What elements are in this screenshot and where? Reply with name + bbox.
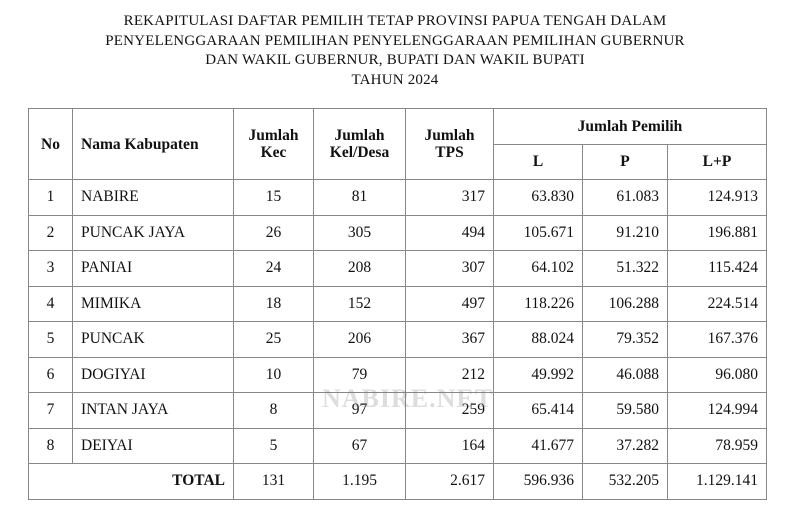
cell: 41.677 [493,427,583,464]
table-row: 1 NABIRE 15 81 317 63.830 61.083 124.913 [28,179,767,216]
table-row: 4 MIMIKA 18 152 497 118.226 106.288 224.514 [28,285,767,322]
column-header: Jumlah Kel/Desa [313,108,406,180]
cell: 79 [313,356,406,393]
cell: 106.288 [582,285,668,322]
cell: 6 [28,356,73,393]
cell: 131 [233,463,314,500]
cell: 1.129.141 [667,463,767,500]
cell: 224.514 [667,285,767,322]
cell: 81 [313,179,406,216]
cell: 7 [28,392,73,429]
cell: 24 [233,250,314,287]
title-line: DAN WAKIL GUBERNUR, BUPATI DAN WAKIL BUP… [205,52,585,68]
table-row: 7 INTAN JAYA 8 97 259 65.414 59.580 124.994 [28,392,767,429]
cell: PUNCAK [72,321,234,358]
cell: 8 [233,392,314,429]
cell: 79.352 [582,321,668,358]
column-header: P [582,143,668,180]
table-row: 8 DEIYAI 5 67 164 41.677 37.282 78.959 [28,427,767,464]
cell: 10 [233,356,314,393]
column-header: Jumlah Kec [233,108,314,180]
cell: 26 [233,214,314,251]
cell: 497 [405,285,494,322]
cell: 5 [233,427,314,464]
column-header: Jumlah TPS [405,108,494,180]
column-header: Nama Kabupaten [72,108,234,180]
cell: 4 [28,285,73,322]
cell: 97 [313,392,406,429]
cell: 167.376 [667,321,767,358]
column-header: L [493,143,583,180]
cell: 49.992 [493,356,583,393]
cell: 59.580 [582,392,668,429]
cell: DOGIYAI [72,356,234,393]
cell: 96.080 [667,356,767,393]
cell: NABIRE [72,179,234,216]
cell: PANIAI [72,250,234,287]
cell: 46.088 [582,356,668,393]
table-row: 3 PANIAI 24 208 307 64.102 51.322 115.424 [28,250,767,287]
cell: 494 [405,214,494,251]
cell: 124.913 [667,179,767,216]
cell: 61.083 [582,179,668,216]
column-header: L+P [667,143,767,180]
table-row: 5 PUNCAK 25 206 367 88.024 79.352 167.376 [28,321,767,358]
cell: 307 [405,250,494,287]
title-line: PENYELENGGARAAN PEMILIHAN PENYELENGGARAA… [105,32,685,49]
cell: 208 [313,250,406,287]
title-line: TAHUN 2024 [351,71,439,88]
cell: 317 [405,179,494,216]
cell: 596.936 [493,463,583,500]
cell: 105.671 [493,214,583,251]
cell: 64.102 [493,250,583,287]
cell: 15 [233,179,314,216]
title: REKAPITULASI DAFTAR PEMILIH TETAP PROVIN… [0,12,790,90]
table-row: 2 PUNCAK JAYA 26 305 494 105.671 91.210 196.881 [28,214,767,251]
cell: 65.414 [493,392,583,429]
total-row: TOTAL 131 1.195 2.617 596.936 532.205 1.129.14… [28,463,767,500]
total-label: TOTAL [28,463,234,500]
cell: 124.994 [667,392,767,429]
cell: 1.195 [313,463,406,500]
cell: 1 [28,179,73,216]
cell: 305 [313,214,406,251]
cell: DEIYAI [72,427,234,464]
cell: 18 [233,285,314,322]
cell: PUNCAK JAYA [72,214,234,251]
cell: 118.226 [493,285,583,322]
cell: 8 [28,427,73,464]
cell: 91.210 [582,214,668,251]
cell: INTAN JAYA [72,392,234,429]
cell: 532.205 [582,463,668,500]
cell: 25 [233,321,314,358]
cell: 51.322 [582,250,668,287]
cell: 367 [405,321,494,358]
title-line: REKAPITULASI DAFTAR PEMILIH TETAP PROVIN… [123,13,667,29]
watermark: NABIRE.NET [322,384,494,413]
header-row: No Nama Kabupaten Jumlah Kec Jumlah Kel/Des… [28,108,767,180]
column-header: No [28,108,73,180]
cell: 196.881 [667,214,767,251]
cell: 115.424 [667,250,767,287]
cell: 2 [28,214,73,251]
cell: MIMIKA [72,285,234,322]
cell: 206 [313,321,406,358]
cell: 78.959 [667,427,767,464]
cell: 37.282 [582,427,668,464]
cell: 3 [28,250,73,287]
cell: 2.617 [405,463,494,500]
cell: 63.830 [493,179,583,216]
table: No Nama Kabupaten Jumlah Kec Jumlah Kel/Des… [28,108,767,500]
cell: 67 [313,427,406,464]
cell: 88.024 [493,321,583,358]
cell: 5 [28,321,73,358]
group-header: Jumlah Pemilih [493,108,767,145]
cell: 164 [405,427,494,464]
cell: 152 [313,285,406,322]
